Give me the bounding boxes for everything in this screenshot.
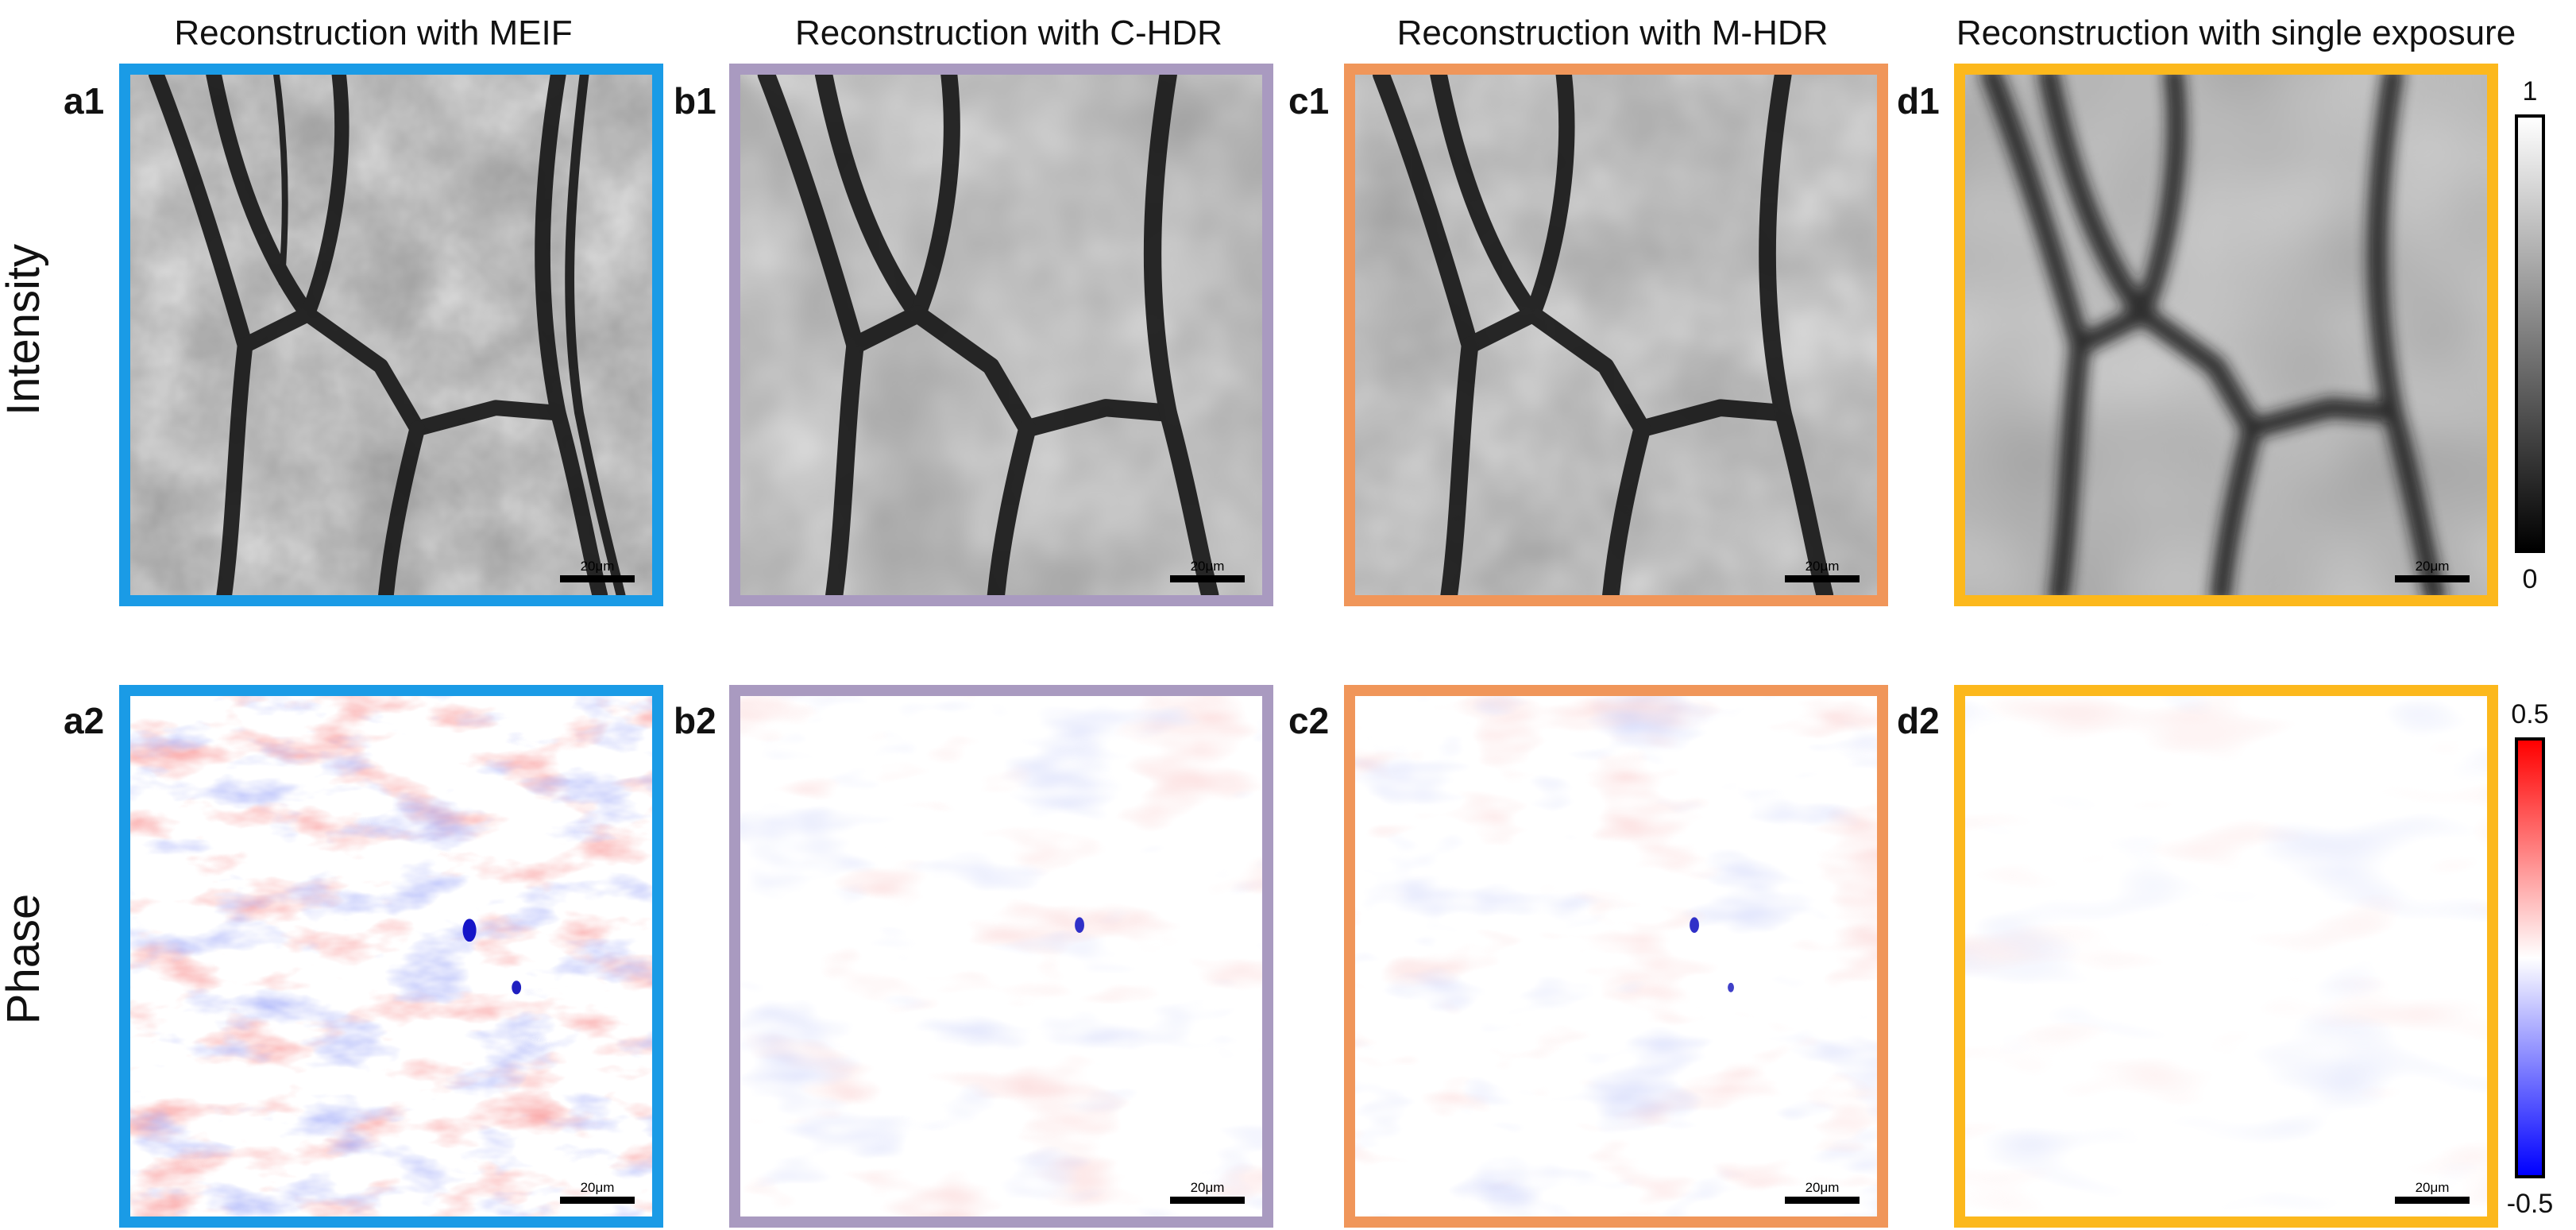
panel-label-b1: b1 <box>674 80 716 122</box>
panel-label-d2: d2 <box>1897 700 1940 741</box>
scalebar-label: 20μm <box>1190 559 1225 574</box>
panel-label-c1: c1 <box>1288 80 1330 122</box>
intensity-colorbar <box>2515 114 2545 553</box>
intensity-colorbar-max-label: 1 <box>2522 76 2538 106</box>
panel-label-a2: a2 <box>64 700 105 741</box>
row-label-intensity: Intensity <box>0 244 49 416</box>
scalebar-label: 20μm <box>580 559 615 574</box>
phase-image-meif: 20μm <box>119 685 663 1228</box>
row-label-phase: Phase <box>0 893 49 1025</box>
scalebar <box>1785 1197 1860 1204</box>
intensity-image-meif: 20μm <box>119 64 663 606</box>
scalebar-label: 20μm <box>2415 559 2450 574</box>
panel-label-c2: c2 <box>1288 700 1330 741</box>
panel-label-d1: d1 <box>1897 80 1940 122</box>
intensity-texture <box>740 75 1262 595</box>
intensity-image-single-exposure: 20μm <box>1954 64 2498 606</box>
intensity-image-c-hdr: 20μm <box>729 64 1273 606</box>
column-title-m-hdr: Reconstruction with M-HDR <box>1396 14 1829 52</box>
intensity-colorbar-min-label: 0 <box>2522 564 2538 594</box>
scalebar <box>560 575 635 582</box>
scalebar-label: 20μm <box>2415 1180 2450 1195</box>
phase-image-m-hdr: 20μm <box>1344 685 1888 1228</box>
column-title-c-hdr: Reconstruction with C-HDR <box>795 14 1222 52</box>
intensity-image-m-hdr: 20μm <box>1344 64 1888 606</box>
scalebar-label: 20μm <box>1805 1180 1840 1195</box>
column-title-meif: Reconstruction with MEIF <box>174 14 573 52</box>
panel-label-b2: b2 <box>674 700 716 741</box>
scalebar-label: 20μm <box>1190 1180 1225 1195</box>
panel-label-a1: a1 <box>64 80 105 122</box>
phase-image-c-hdr: 20μm <box>729 685 1273 1228</box>
phase-texture <box>1965 696 2487 1216</box>
phase-colorbar-min-label: -0.5 <box>2506 1189 2554 1219</box>
phase-image-single-exposure: 20μm <box>1954 685 2498 1228</box>
scalebar <box>2395 1197 2470 1204</box>
phase-texture <box>1355 696 1877 1216</box>
scalebar-label: 20μm <box>580 1180 615 1195</box>
scalebar <box>2395 575 2470 582</box>
phase-colorbar-max-label: 0.5 <box>2511 699 2549 729</box>
scalebar <box>1170 1197 1245 1204</box>
phase-colorbar <box>2515 737 2545 1178</box>
scalebar <box>1785 575 1860 582</box>
phase-texture <box>740 696 1262 1216</box>
intensity-texture <box>1355 75 1877 595</box>
phase-texture <box>130 696 652 1216</box>
scalebar-label: 20μm <box>1805 559 1840 574</box>
column-title-single-exposure: Reconstruction with single exposure <box>1956 14 2516 52</box>
intensity-texture <box>1965 75 2487 595</box>
scalebar <box>560 1197 635 1204</box>
intensity-texture <box>130 75 652 595</box>
scalebar <box>1170 575 1245 582</box>
